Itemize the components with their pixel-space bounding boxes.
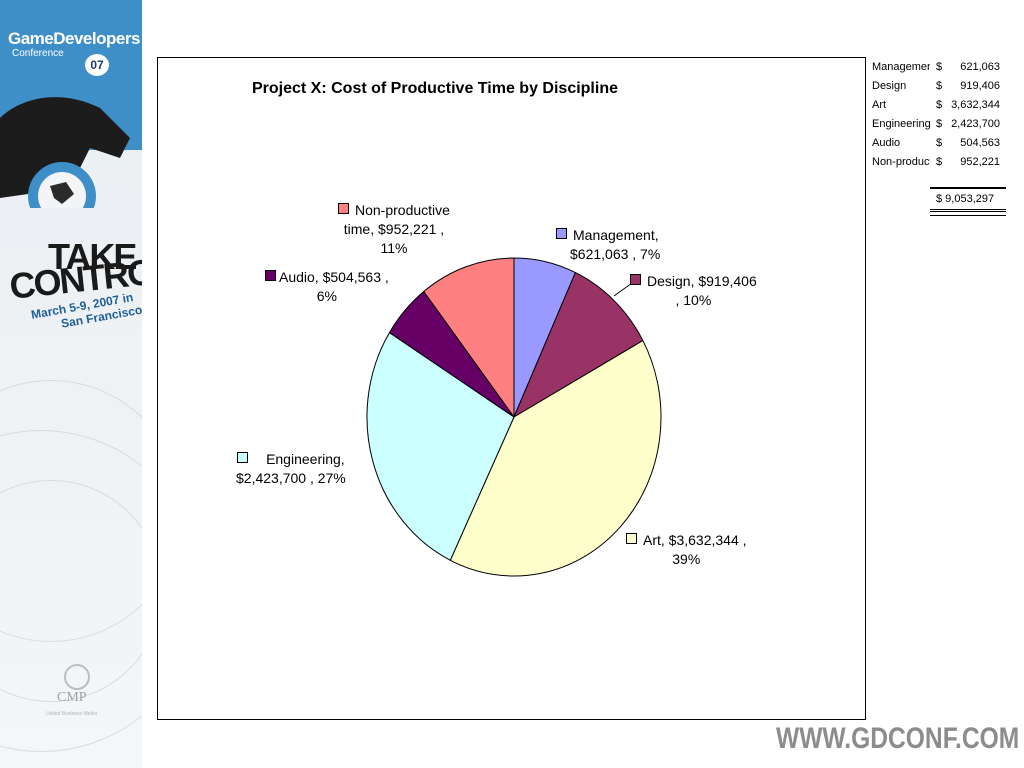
table-cell-currency: $: [936, 118, 943, 130]
slice-label-line: Engineering,: [266, 451, 345, 467]
table-cell-name: Design: [872, 80, 907, 92]
legend-key-management: [556, 228, 567, 239]
legend-key-design: [630, 274, 641, 285]
pie-slice-non-productive: [423, 257, 515, 419]
legend-key-art: [626, 533, 637, 544]
slice-label-line: Audio, $504,563 ,: [279, 269, 389, 285]
legend-key-engineering: [237, 452, 249, 463]
table-cell-value: 621,063: [960, 61, 1000, 73]
table-cell-value: 3,632,344: [951, 99, 1000, 111]
legend-key-audio: [265, 270, 276, 281]
slice-label-audio: Audio, $504,563 , 6%: [265, 268, 389, 306]
slice-label-line: Art, $3,632,344 ,: [643, 532, 747, 548]
slice-label-line: 6%: [316, 288, 337, 304]
pie-slice-art: [449, 339, 662, 577]
table-cell-value: 504,563: [960, 137, 1000, 149]
slice-label-line: $621,063 , 7%: [570, 246, 661, 262]
slice-label-line: , 10%: [675, 292, 712, 308]
slice-label-line: time, $952,221 ,: [343, 221, 445, 237]
table-total: $ 9,053,297: [936, 193, 995, 205]
slice-label-line: 39%: [672, 551, 701, 567]
leader-line-design: [613, 282, 633, 297]
table-cell-name: Engineering: [872, 118, 930, 130]
footer-website-url: WWW.GDCONF.COM: [776, 722, 1020, 755]
total-double-underline: [930, 209, 1006, 216]
table-cell-currency: $: [936, 80, 943, 92]
gdc-logo-subtitle: Conference: [12, 48, 64, 59]
slice-label-engineering: Engineering, $2,423,700 , 27%: [236, 450, 346, 488]
table-cell-currency: $: [936, 156, 943, 168]
hand-globe-icon: [0, 97, 130, 208]
slice-label-line: 11%: [380, 240, 408, 256]
cmp-logo-text: CMP: [57, 690, 87, 705]
total-separator-line: [930, 187, 1006, 189]
slice-label-design: Design, $919,406 , 10%: [630, 272, 757, 310]
table-cell-currency: $: [936, 99, 943, 111]
gdc-logo-text: GameDevelopers: [8, 29, 140, 48]
slice-label-line: Design, $919,406: [647, 273, 757, 289]
table-cell-currency: $: [936, 61, 943, 73]
slice-label-management: Management, $621,063 , 7%: [556, 226, 660, 264]
legend-key-non-productive: [338, 203, 349, 214]
cmp-logo-icon: [64, 664, 90, 690]
pie-slice-engineering: [366, 331, 515, 561]
conference-banner: GameDevelopers Conference 07 TAKE CONTRO…: [0, 0, 142, 768]
slice-label-art: Art, $3,632,344 , 39%: [626, 531, 747, 569]
slice-label-non-productive: Non-productive time, $952,221 , 11%: [338, 201, 450, 258]
table-cell-name: Management: [872, 61, 930, 73]
slice-label-line: $2,423,700 , 27%: [236, 470, 346, 486]
table-cell-value: 952,221: [960, 156, 1000, 168]
gdc-year-badge: 07: [85, 54, 109, 76]
pie-slice-design: [512, 271, 644, 419]
slice-label-line: Non-productive: [355, 202, 450, 218]
chart-title: Project X: Cost of Productive Time by Di…: [251, 80, 618, 97]
slice-label-line: Management,: [573, 227, 659, 243]
table-cell-name: Art: [872, 99, 887, 111]
table-cell-name: Audio: [872, 137, 901, 149]
table-cell-name: Non-productive: [872, 156, 930, 168]
table-cell-value: 2,423,700: [951, 118, 1000, 130]
table-cell-value: 919,406: [960, 80, 1000, 92]
table-cell-currency: $: [936, 137, 943, 149]
banner-take-text: TAKE: [48, 236, 137, 277]
cmp-tagline: United Business Media: [46, 711, 98, 717]
